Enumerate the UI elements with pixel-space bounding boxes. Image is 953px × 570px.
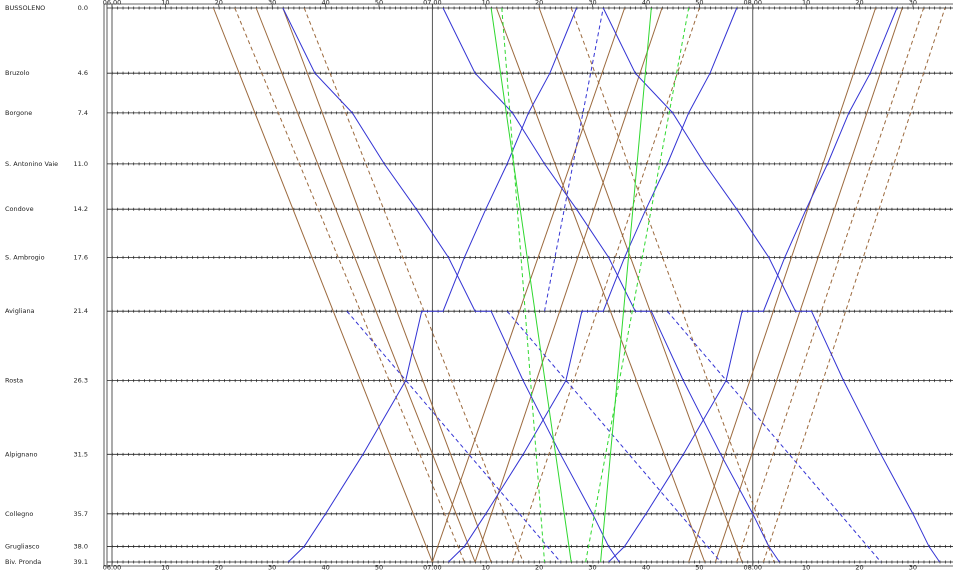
train-path: [736, 7, 925, 563]
time-label-top: 20: [855, 0, 863, 7]
station-name: Rosta: [5, 377, 23, 385]
train-path: [234, 7, 465, 563]
time-label-bottom: 08.00: [743, 564, 762, 570]
train-path: [282, 7, 620, 563]
train-path: [666, 310, 882, 563]
train-path: [570, 7, 775, 563]
time-label-top: 08.00: [743, 0, 762, 7]
time-label-top: 40: [642, 0, 650, 7]
train-path: [762, 7, 946, 563]
time-label-top: 20: [215, 0, 223, 7]
train-path: [287, 7, 578, 563]
time-label-bottom: 50: [375, 564, 383, 570]
time-label-bottom: 07.00: [423, 564, 442, 570]
station-km: 17.6: [74, 253, 88, 261]
time-label-top: 10: [161, 0, 169, 7]
station-km: 35.7: [74, 510, 88, 518]
station-km: 31.5: [74, 450, 88, 458]
train-path: [501, 7, 546, 563]
train-path: [346, 310, 561, 563]
time-label-bottom: 30: [268, 564, 276, 570]
station-km: 14.2: [74, 205, 88, 213]
time-label-bottom: 20: [855, 564, 863, 570]
time-label-bottom: 10: [482, 564, 490, 570]
station-name: Bruzolo: [5, 69, 29, 77]
time-label-bottom: 40: [642, 564, 650, 570]
time-label-top: 20: [535, 0, 543, 7]
train-path: [442, 7, 780, 563]
train-path: [538, 7, 743, 563]
station-name: Borgone: [5, 109, 32, 117]
station-name: Collegno: [5, 510, 33, 518]
time-label-bottom: 20: [215, 564, 223, 570]
train-path: [212, 7, 433, 563]
train-path: [495, 7, 706, 563]
train-path: [544, 7, 604, 312]
time-label-top: 50: [375, 0, 383, 7]
station-km: 39.1: [74, 558, 88, 566]
time-label-bottom: 10: [161, 564, 169, 570]
time-label-top: 30: [268, 0, 276, 7]
train-path: [490, 7, 572, 563]
station-km: 21.4: [74, 307, 88, 315]
station-km: 7.4: [78, 109, 88, 117]
train-path: [282, 7, 492, 563]
time-label-top: 06.00: [103, 0, 122, 7]
station-name: Grugliasco: [5, 542, 40, 550]
time-label-top: 50: [695, 0, 703, 7]
station-name: Avigliana: [5, 307, 35, 315]
train-path: [585, 7, 690, 563]
train-path: [255, 7, 476, 563]
station-name: S. Ambrogio: [5, 253, 45, 261]
station-name: BUSSOLENO: [5, 4, 45, 12]
time-label-bottom: 40: [321, 564, 329, 570]
time-label-bottom: 06.00: [103, 564, 122, 570]
train-path: [431, 7, 626, 563]
time-label-bottom: 50: [695, 564, 703, 570]
train-path: [448, 7, 738, 563]
station-name: S. Antonino Vaie: [5, 160, 58, 168]
time-label-bottom: 10: [802, 564, 810, 570]
station-km: 4.6: [78, 69, 88, 77]
train-path: [474, 7, 663, 563]
time-label-top: 30: [909, 0, 917, 7]
time-label-top: 07.00: [423, 0, 442, 7]
time-label-top: 10: [482, 0, 490, 7]
train-path: [600, 7, 652, 563]
station-name: Biv. Pronda: [5, 558, 41, 566]
time-label-top: 30: [588, 0, 596, 7]
time-label-top: 10: [802, 0, 810, 7]
train-path: [506, 310, 722, 563]
station-km: 11.0: [74, 160, 88, 168]
station-name: Alpignano: [5, 450, 38, 458]
train-path: [608, 7, 898, 563]
station-km: 0.0: [78, 4, 88, 12]
train-path: [602, 7, 941, 563]
time-label-bottom: 20: [535, 564, 543, 570]
time-label-bottom: 30: [909, 564, 917, 570]
time-label-top: 40: [321, 0, 329, 7]
train-path: [714, 7, 903, 563]
station-km: 26.3: [74, 377, 88, 385]
time-label-bottom: 30: [588, 564, 596, 570]
station-km: 38.0: [74, 542, 88, 550]
station-name: Condove: [5, 205, 34, 213]
